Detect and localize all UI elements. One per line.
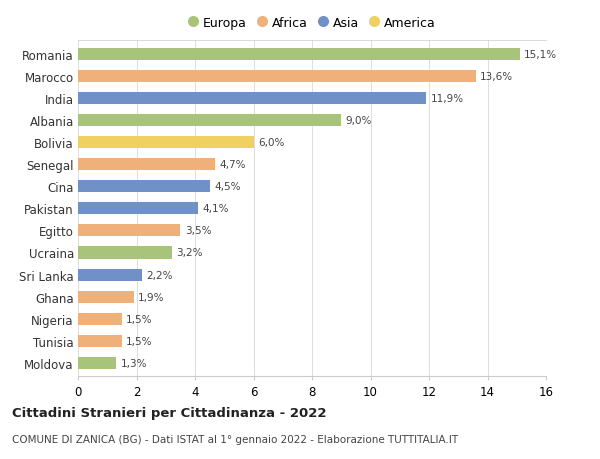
Text: 1,5%: 1,5% [126, 336, 153, 346]
Text: 4,5%: 4,5% [214, 182, 241, 192]
Legend: Europa, Africa, Asia, America: Europa, Africa, Asia, America [185, 14, 439, 32]
Text: Cittadini Stranieri per Cittadinanza - 2022: Cittadini Stranieri per Cittadinanza - 2… [12, 406, 326, 419]
Text: 15,1%: 15,1% [524, 50, 557, 60]
Bar [78, 225, 181, 237]
Bar [78, 93, 426, 105]
Text: 2,2%: 2,2% [147, 270, 173, 280]
Bar [78, 115, 341, 127]
Text: 4,1%: 4,1% [202, 204, 229, 214]
Bar [78, 313, 122, 325]
Bar [78, 291, 134, 303]
Bar [78, 203, 198, 215]
Bar [78, 357, 116, 369]
Text: 6,0%: 6,0% [258, 138, 284, 148]
Bar [78, 159, 215, 171]
Bar [78, 137, 254, 149]
Text: 11,9%: 11,9% [430, 94, 464, 104]
Text: 4,7%: 4,7% [220, 160, 247, 170]
Bar [78, 247, 172, 259]
Text: 1,9%: 1,9% [138, 292, 164, 302]
Text: 9,0%: 9,0% [346, 116, 372, 126]
Bar [78, 49, 520, 61]
Text: 3,2%: 3,2% [176, 248, 202, 258]
Bar [78, 269, 142, 281]
Text: 13,6%: 13,6% [480, 72, 514, 82]
Text: 1,5%: 1,5% [126, 314, 153, 324]
Bar [78, 335, 122, 347]
Bar [78, 181, 209, 193]
Text: 3,5%: 3,5% [185, 226, 211, 236]
Text: 1,3%: 1,3% [121, 358, 147, 368]
Bar [78, 71, 476, 83]
Text: COMUNE DI ZANICA (BG) - Dati ISTAT al 1° gennaio 2022 - Elaborazione TUTTITALIA.: COMUNE DI ZANICA (BG) - Dati ISTAT al 1°… [12, 434, 458, 444]
